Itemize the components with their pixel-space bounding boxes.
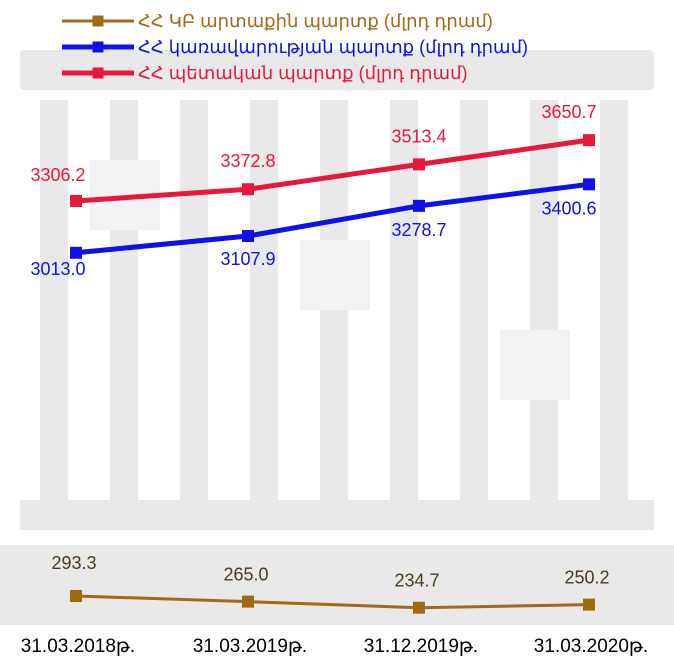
data-point-gov-0 bbox=[70, 246, 82, 259]
data-point-gov-2 bbox=[413, 199, 425, 212]
data-point-cb-2 bbox=[413, 601, 425, 614]
data-label-state-0: 3306.2 bbox=[30, 165, 85, 185]
data-label-cb-0: 293.3 bbox=[51, 553, 96, 573]
data-label-state-3: 3650.7 bbox=[541, 102, 596, 122]
legend-label-cb: ՀՀ ԿԲ արտաքին պարտք (մլրդ դրամ) bbox=[138, 10, 493, 31]
data-point-cb-3 bbox=[583, 598, 595, 611]
data-label-cb-1: 265.0 bbox=[223, 565, 268, 585]
x-tick-label-1: 31.03.2019թ. bbox=[193, 636, 307, 657]
data-point-state-0 bbox=[70, 195, 82, 207]
series-line-state bbox=[75, 137, 590, 204]
x-tick-label-2: 31.12.2019թ. bbox=[364, 636, 478, 657]
data-label-gov-2: 3278.7 bbox=[391, 220, 446, 240]
series-line-gov bbox=[75, 181, 590, 256]
legend-swatch-gov bbox=[62, 34, 134, 60]
data-point-gov-3 bbox=[583, 178, 595, 191]
data-point-state-1 bbox=[242, 183, 254, 196]
data-point-cb-1 bbox=[242, 595, 254, 608]
data-label-gov-1: 3107.9 bbox=[220, 249, 275, 269]
x-tick-label-3: 31.03.2020թ. bbox=[534, 636, 648, 657]
data-point-gov-1 bbox=[242, 230, 254, 243]
legend-item-government-debt: ՀՀ կառավարության պարտք (մլրդ դրամ) bbox=[62, 34, 528, 60]
data-label-gov-3: 3400.6 bbox=[541, 198, 596, 218]
data-point-state-2 bbox=[413, 158, 425, 171]
data-label-cb-3: 250.2 bbox=[564, 568, 609, 588]
legend-label-gov: ՀՀ կառավարության պարտք (մլրդ դրամ) bbox=[138, 36, 528, 57]
legend-swatch-state bbox=[62, 60, 134, 86]
data-label-cb-2: 234.7 bbox=[394, 571, 439, 591]
series-line-cb bbox=[75, 594, 590, 610]
data-label-state-2: 3513.4 bbox=[391, 126, 446, 146]
data-point-cb-0 bbox=[70, 590, 82, 602]
chart-legend: ՀՀ ԿԲ արտաքին պարտք (մլրդ դրամ) ՀՀ կառավ… bbox=[62, 8, 528, 86]
x-tick-label-0: 31.03.2018թ. bbox=[21, 636, 135, 657]
legend-swatch-cb bbox=[62, 8, 134, 34]
data-label-gov-0: 3013.0 bbox=[30, 259, 85, 279]
data-label-state-1: 3372.8 bbox=[220, 151, 275, 171]
legend-item-cb-debt: ՀՀ ԿԲ արտաքին պարտք (մլրդ դրամ) bbox=[62, 8, 528, 34]
legend-label-state: ՀՀ պետական պարտք (մլրդ դրամ) bbox=[138, 62, 468, 83]
legend-item-state-debt: ՀՀ պետական պարտք (մլրդ դրամ) bbox=[62, 60, 528, 86]
data-point-state-3 bbox=[583, 134, 595, 147]
